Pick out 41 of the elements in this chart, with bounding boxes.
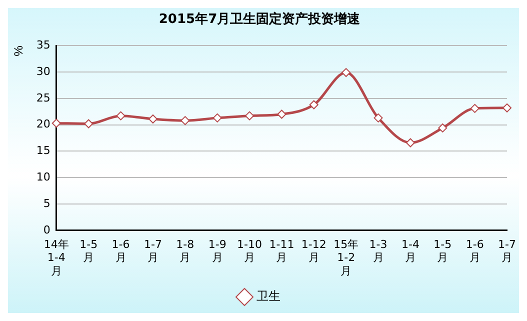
x-tick-label: 1-6 月	[466, 238, 484, 264]
legend-label: 卫生	[256, 289, 280, 304]
x-tick-label: 1-7 月	[498, 238, 516, 264]
point	[438, 123, 448, 132]
point	[342, 68, 351, 78]
y-tick-label: 15	[36, 144, 50, 158]
point	[212, 113, 222, 122]
y-tick-label: 35	[36, 38, 50, 52]
y-tick-label: 10	[36, 170, 50, 184]
point	[148, 114, 158, 124]
point	[116, 111, 126, 120]
x-tick-label: 1-5 月	[80, 238, 98, 264]
y-tick-label: 30	[36, 64, 50, 78]
point	[84, 119, 94, 128]
y-axis-title: %	[12, 45, 26, 56]
point	[309, 100, 318, 110]
x-tick-label: 15年 1-2 月	[334, 238, 359, 278]
point	[374, 113, 383, 122]
x-tick-label: 1-4 月	[401, 238, 420, 264]
point	[52, 118, 61, 128]
x-tick-label: 1-10 月	[237, 238, 262, 264]
point	[406, 138, 415, 148]
x-tick-label: 1-8 月	[176, 238, 194, 264]
y-tick-label: 20	[36, 118, 50, 131]
x-tick-label: 1-7 月	[144, 238, 162, 264]
point	[470, 104, 480, 113]
point	[245, 111, 254, 120]
y-tick-label: 0	[43, 223, 50, 236]
x-tick-label: 1-12 月	[301, 238, 326, 264]
chart-title: 2015年7月卫生固定资产投资增速	[158, 11, 362, 28]
y-tick-label: 25	[36, 91, 50, 104]
point	[502, 103, 512, 112]
y-tick-label: 5	[43, 196, 50, 210]
x-tick-label: 1-5 月	[434, 238, 452, 264]
x-tick-label: 1-11 月	[269, 238, 294, 264]
x-tick-label: 14年 1-4 月	[44, 238, 69, 278]
x-tick-label: 1-9 月	[208, 238, 226, 264]
x-tick-label: 1-6 月	[112, 238, 130, 264]
x-tick-label: 1-3 月	[369, 238, 388, 264]
point	[277, 110, 286, 119]
point	[180, 116, 190, 126]
